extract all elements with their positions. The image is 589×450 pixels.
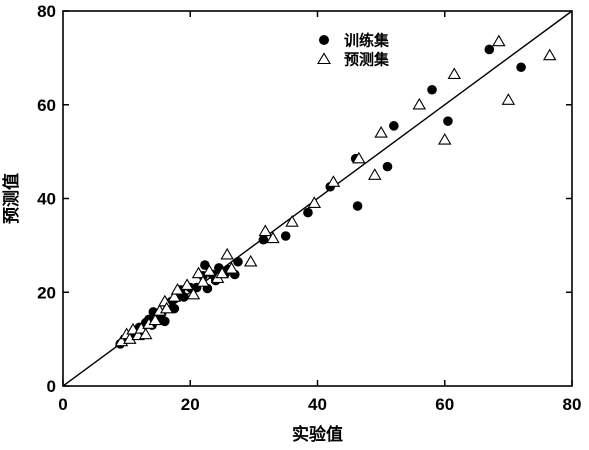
- x-tick-label: 0: [58, 395, 67, 414]
- data-point-training: [484, 44, 495, 55]
- data-point-test: [412, 97, 427, 110]
- data-point-test: [447, 67, 462, 80]
- data-point-training: [258, 234, 269, 245]
- data-point-training: [280, 231, 291, 241]
- data-point-test: [220, 247, 234, 260]
- data-point-test: [243, 254, 258, 267]
- data-point-training: [382, 161, 393, 172]
- x-tick-label: 60: [435, 395, 454, 414]
- data-point-test: [374, 125, 388, 138]
- data-point-training: [516, 62, 526, 73]
- data-point-test: [167, 290, 182, 302]
- data-point-test: [138, 327, 153, 340]
- legend-marker-test: [317, 52, 331, 65]
- y-axis-title: 预测值: [1, 173, 22, 224]
- data-point-test: [542, 48, 557, 61]
- data-point-test: [202, 264, 217, 276]
- y-tick-label: 60: [37, 96, 56, 115]
- y-tick-label: 20: [37, 283, 56, 302]
- data-point-test: [258, 224, 273, 237]
- data-point-training: [443, 116, 453, 126]
- data-point-test: [186, 287, 201, 300]
- data-point-test: [148, 313, 163, 326]
- data-point-training: [352, 201, 363, 211]
- data-point-test: [307, 196, 322, 208]
- data-point-test: [326, 175, 341, 187]
- data-point-test: [159, 301, 174, 314]
- data-point-training: [233, 256, 243, 267]
- legend-marker-training: [319, 35, 329, 45]
- data-point-test: [501, 93, 516, 105]
- y-tick-label: 80: [37, 2, 56, 21]
- data-point-training: [427, 84, 437, 95]
- y-tick-label: 0: [47, 377, 56, 396]
- data-point-test: [180, 278, 194, 290]
- data-point-test: [368, 168, 382, 180]
- x-tick-label: 80: [563, 395, 582, 414]
- x-axis-title: 实验值: [292, 424, 343, 445]
- legend-label-training: 训练集: [344, 32, 390, 50]
- data-point-test: [352, 151, 366, 164]
- data-point-test: [196, 275, 210, 287]
- y-tick-label: 40: [37, 190, 56, 209]
- legend-label-test: 预测集: [344, 51, 390, 69]
- data-point-test: [492, 34, 506, 47]
- x-tick-label: 40: [308, 395, 327, 414]
- data-point-test: [170, 283, 185, 295]
- data-point-test: [437, 133, 452, 145]
- x-tick-label: 20: [181, 395, 200, 414]
- data-point-test: [215, 266, 229, 279]
- data-point-training: [200, 260, 210, 270]
- data-point-test: [191, 266, 206, 279]
- data-point-training: [160, 316, 170, 327]
- data-point-training: [303, 207, 313, 218]
- data-point-test: [266, 231, 280, 244]
- data-point-test: [224, 261, 239, 274]
- data-point-training: [389, 121, 399, 131]
- legend: 训练集 预测集: [317, 32, 390, 69]
- data-point-test: [285, 215, 299, 227]
